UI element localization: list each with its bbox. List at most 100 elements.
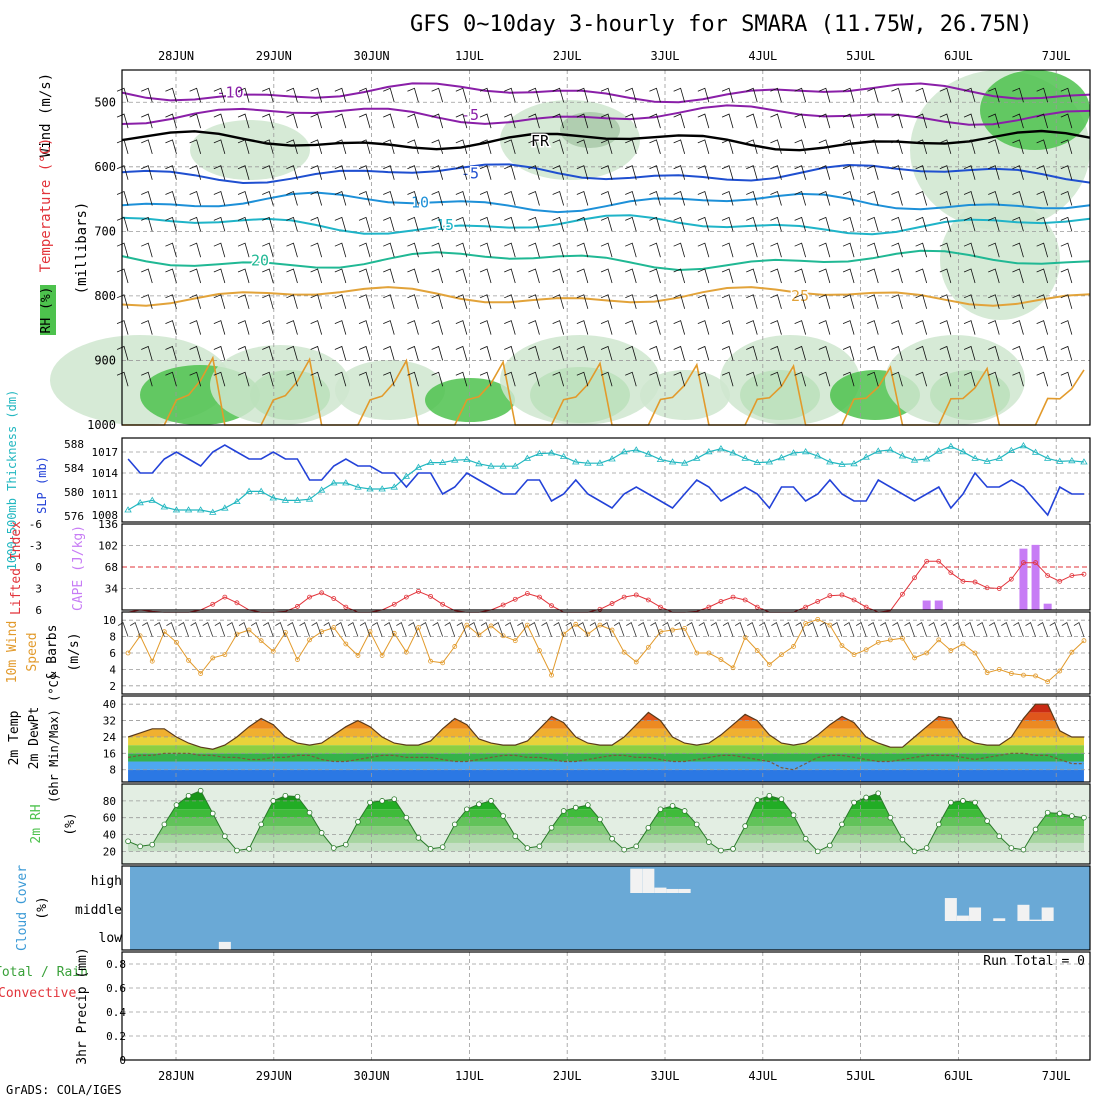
wind-speed-marker (912, 655, 917, 661)
temperature-contour (121, 249, 1091, 272)
wind-barb (237, 268, 250, 284)
wind-barb (988, 87, 1000, 103)
wind-tick-6: 6 (109, 647, 116, 660)
wind-barb (455, 268, 468, 284)
thickness-marker (1080, 458, 1088, 465)
thickness-marker (765, 458, 774, 465)
wind-barb (358, 371, 371, 387)
wind-speed-marker (1045, 679, 1051, 685)
wind-barb (504, 216, 516, 232)
thickness-marker (826, 458, 834, 465)
wind-barb (600, 139, 613, 155)
wind-barb (1036, 294, 1049, 309)
wind-barb (746, 165, 758, 180)
wind-barb (770, 268, 782, 284)
wind-barb (697, 268, 710, 284)
wind-barb (528, 216, 540, 232)
temp-tick-24: 24 (103, 731, 117, 744)
wind-barb (262, 216, 274, 232)
thickness-marker (451, 456, 459, 463)
wind-barb (1060, 294, 1073, 309)
rh-marker (863, 794, 869, 801)
wind-barb-10m (480, 622, 492, 637)
wind-barb (1036, 165, 1049, 180)
wind-barb (939, 87, 952, 103)
wind-barb-10m (698, 622, 710, 637)
wind-barb (842, 294, 855, 309)
temperature-contour (121, 129, 1091, 152)
temperature-contour (121, 163, 1091, 185)
lifted-index-marker (1069, 573, 1075, 578)
wind-barb (116, 268, 129, 284)
wind-barb (770, 216, 782, 232)
wind-barb (116, 87, 129, 103)
wind-barb (673, 87, 686, 103)
wind-barb (576, 345, 589, 361)
thickness-tick-580: 580 (64, 486, 84, 499)
rh-marker (718, 847, 724, 854)
temperature-contour (121, 286, 1091, 307)
wind-barb (141, 139, 153, 155)
wind-barb (383, 320, 395, 335)
rh-marker (173, 802, 180, 808)
wind-speed-marker (488, 623, 494, 629)
wind-barb (842, 320, 855, 335)
thickness-marker (874, 447, 882, 454)
wind-barb (286, 139, 298, 155)
wind-barb (262, 320, 274, 335)
wind-barb (310, 113, 323, 129)
thickness-marker (838, 460, 846, 467)
wind-barb-10m (892, 622, 903, 637)
wind-barb-10m (1049, 622, 1061, 637)
wind-barb (383, 345, 395, 361)
wind-barb (213, 190, 226, 206)
rh-marker (851, 799, 857, 806)
rh-marker (427, 846, 434, 852)
rh-marker (343, 841, 349, 848)
bottom-date-tick-2jul: 2JUL (553, 1069, 582, 1083)
wind-barb (673, 165, 686, 180)
wind-barb-10m (795, 622, 807, 637)
wind-barb (818, 345, 831, 361)
wind-barb (116, 242, 129, 258)
lifted-index-marker (331, 596, 337, 601)
wind-barb (189, 190, 202, 206)
wind-barb (600, 216, 613, 232)
wind-speed-marker (815, 616, 821, 622)
wind-speed-marker (875, 639, 881, 645)
rh-frame (121, 783, 1091, 865)
thickness-marker (354, 483, 362, 490)
rh-shading (500, 335, 660, 425)
slp-axis-label: SLP (mb) (35, 456, 49, 514)
wind-barb (334, 216, 347, 232)
wind-barb (141, 165, 153, 180)
rh-marker (488, 798, 494, 804)
lifted-index-marker (222, 594, 228, 600)
wind-barb-10m (420, 622, 431, 637)
thickness-line (127, 445, 1085, 514)
wind-barb (213, 113, 226, 129)
wind-barb (818, 294, 831, 309)
wind-barb-10m (940, 622, 952, 637)
wind-barb (963, 165, 976, 180)
wind-barb (600, 165, 613, 180)
wind-barb (189, 242, 202, 258)
wind-barb (334, 268, 347, 284)
wind-barb (286, 371, 298, 387)
wind-barb-10m (662, 622, 673, 637)
thickness-marker (668, 458, 677, 465)
wind-barb-10m (311, 622, 323, 637)
wind-barb (746, 190, 758, 206)
rh-marker (161, 821, 168, 828)
wind-barb (600, 242, 613, 258)
wind-barb (165, 345, 177, 361)
lifted-index-marker (403, 594, 409, 600)
wind-barb (818, 165, 831, 180)
wind-speed-marker (282, 630, 288, 635)
wind-barb (455, 113, 468, 129)
top-date-tick-30jun: 30JUN (354, 49, 390, 63)
wind-barb (479, 190, 492, 206)
rh-marker (1008, 845, 1015, 851)
temp-band (128, 712, 1085, 721)
wind-barb (358, 87, 371, 103)
